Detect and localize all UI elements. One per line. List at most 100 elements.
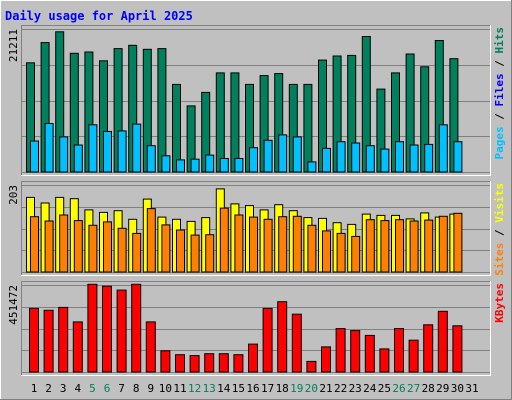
hits-files-pages-bar-pages: [278, 134, 288, 173]
visits-sites-bar-sites: [205, 234, 215, 273]
x-tick-label: 15: [232, 382, 245, 395]
hits-files-pages-bar-pages: [263, 139, 273, 173]
visits-sites-bar-sites: [424, 219, 434, 273]
kbytes-bar-kbytes: [364, 334, 375, 373]
x-tick-label: 14: [217, 382, 231, 395]
kbytes-bar-kbytes: [204, 353, 215, 373]
kbytes-bar-kbytes: [437, 310, 448, 373]
x-tick-label: 7: [118, 382, 125, 395]
kbytes-bar-kbytes: [218, 353, 229, 373]
kbytes-bar-kbytes: [145, 321, 156, 373]
visits-sites-bar-sites: [263, 218, 273, 273]
hits-files-pages-bar-pages: [409, 144, 419, 173]
kbytes-bar-kbytes: [175, 354, 185, 373]
visits-sites-bar-sites: [380, 220, 390, 273]
kbytes-bar-kbytes: [43, 309, 54, 373]
hits-files-pages-bar-pages: [380, 148, 390, 173]
kbytes-bar-kbytes: [189, 355, 200, 373]
visits-sites-panel: 203 Sites / Visits: [7, 181, 506, 276]
legend-entry-pages: Pages: [493, 126, 506, 159]
x-tick-label: 26: [392, 382, 405, 395]
hits-files-pages-bar-pages: [307, 161, 317, 173]
visits-sites-bar-sites: [249, 216, 258, 273]
visits-sites-bar-sites: [190, 234, 200, 273]
kbytes-bar-kbytes: [350, 330, 361, 373]
legend-entry-sites: Sites: [493, 243, 506, 276]
x-tick-label: 22: [334, 382, 347, 395]
hits-files-pages-bar-pages: [438, 124, 448, 173]
visits-sites-bar-sites: [219, 207, 229, 273]
hits-files-pages-bar-pages: [424, 143, 434, 173]
hits-files-pages-bar-hits: [230, 72, 240, 173]
legend-separator: /: [493, 54, 506, 74]
hits-files-pages-legend: Pages / Files / Hits: [493, 27, 506, 160]
x-tick-label: 29: [436, 382, 449, 395]
hits-files-pages-bar-hits: [157, 48, 167, 173]
legend-entry-files: Files: [493, 73, 506, 106]
hits-files-pages-bar-pages: [336, 141, 346, 173]
visits-sites-bar-sites: [103, 221, 112, 273]
x-tick-label: 23: [349, 382, 362, 395]
hits-files-pages-bar-pages: [395, 141, 404, 173]
hits-files-pages-bar-hits: [215, 72, 225, 173]
hits-files-pages-bar-pages: [30, 140, 39, 173]
x-tick-label: 10: [159, 382, 172, 395]
x-tick-label: 20: [305, 382, 318, 395]
x-tick-label: 4: [74, 382, 81, 395]
x-tick-label: 21: [319, 382, 332, 395]
hits-files-pages-bar-hits: [303, 83, 313, 173]
visits-sites-bar-sites: [292, 215, 302, 273]
kbytes-bar-kbytes: [102, 285, 112, 373]
hits-files-pages-bar-pages: [249, 147, 258, 173]
x-tick-label: 6: [104, 382, 111, 395]
kbytes-bar-kbytes: [248, 343, 258, 373]
x-tick-label: 8: [133, 382, 140, 395]
kbytes-bar-kbytes: [87, 283, 98, 373]
kbytes-bar-kbytes: [423, 324, 434, 373]
x-tick-label: 12: [188, 382, 201, 395]
x-tick-label: 1: [31, 382, 38, 395]
visits-sites-bar-sites: [146, 208, 156, 273]
kbytes-bar-kbytes: [408, 339, 419, 373]
legend-entry-visits: Visits: [493, 183, 506, 223]
hits-files-pages-bar-pages: [161, 155, 171, 173]
kbytes-panel: 451472 KBytes: [7, 281, 506, 376]
kbytes-bar-kbytes: [291, 313, 302, 373]
visits-sites-bar-sites: [234, 214, 244, 273]
visits-sites-bar-sites: [59, 214, 69, 273]
kbytes-bar-kbytes: [116, 289, 127, 373]
x-tick-label: 17: [261, 382, 274, 395]
visits-sites-bar-sites: [73, 220, 83, 273]
visits-sites-bar-sites: [278, 216, 288, 273]
kbytes-bar-kbytes: [452, 325, 463, 373]
visits-sites-y-tick-label: 203: [7, 185, 20, 205]
hits-files-pages-bar-pages: [190, 158, 200, 173]
hits-files-pages-bar-pages: [365, 145, 375, 173]
visits-sites-bar-sites: [161, 224, 171, 273]
visits-sites-bar-sites: [176, 229, 185, 273]
hits-files-pages-bar-pages: [146, 145, 156, 173]
hits-files-pages-bar-pages: [176, 159, 185, 173]
x-tick-label: 11: [173, 382, 186, 395]
hits-files-pages-bar-pages: [59, 136, 69, 173]
x-tick-label: 9: [147, 382, 154, 395]
kbytes-bar-kbytes: [233, 354, 244, 373]
visits-sites-bar-sites: [132, 232, 142, 273]
kbytes-bar-kbytes: [29, 307, 39, 373]
x-tick-label: 2: [45, 382, 52, 395]
kbytes-bar-kbytes: [321, 346, 331, 373]
visits-sites-bar-sites: [336, 232, 346, 273]
visits-sites-bar-sites: [438, 215, 448, 273]
hits-files-pages-bar-pages: [322, 147, 331, 173]
kbytes-legend: KBytes: [493, 283, 506, 323]
x-tick-label: 19: [290, 382, 303, 395]
x-tick-label: 5: [89, 382, 96, 395]
hits-files-pages-y-tick-label: 21211: [7, 29, 20, 62]
hits-files-pages-bar-pages: [44, 123, 54, 173]
kbytes-bar-kbytes: [394, 328, 404, 373]
kbytes-bar-kbytes: [131, 283, 142, 373]
kbytes-bar-kbytes: [72, 321, 83, 373]
hits-files-pages-bar-pages: [453, 141, 463, 173]
visits-sites-bar-sites: [322, 230, 331, 273]
